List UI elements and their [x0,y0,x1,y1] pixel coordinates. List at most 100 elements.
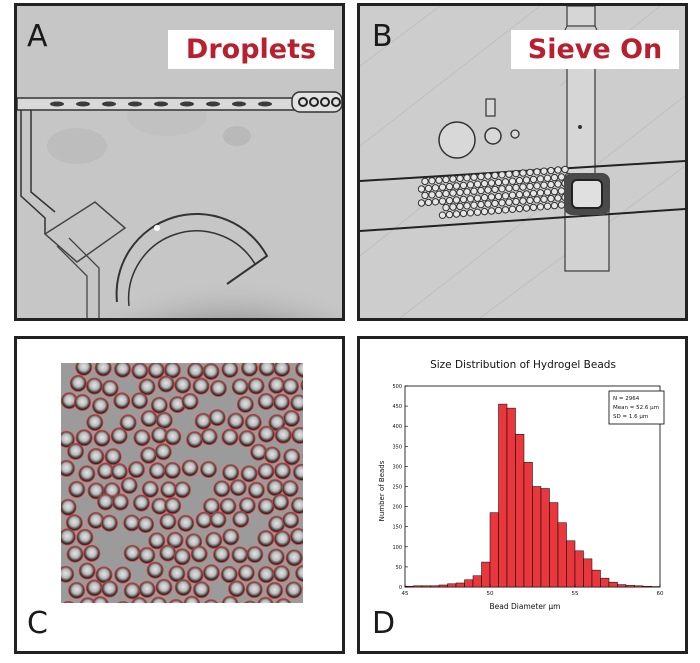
hydrogel-bead [221,363,239,378]
packed-bead [487,207,496,215]
hydrogel-bead [138,378,156,396]
hydrogel-bead [101,580,119,598]
hydrogel-bead [237,564,255,582]
hydrogel-bead [163,363,181,379]
histogram-bar [549,502,559,588]
histogram-bar [455,582,465,588]
packed-bead [526,182,534,191]
hydrogel-bead [94,363,112,377]
histogram-bar [617,584,627,588]
x-tick-label: 55 [572,591,579,597]
hydrogel-bead [200,460,217,478]
hydrogel-bead [272,393,290,411]
hydrogel-bead [155,411,173,429]
panel-a: A Droplets [14,3,345,321]
hydrogel-bead [205,531,223,549]
hydrogel-bead [282,378,299,395]
packed-bead [435,176,443,184]
packed-bead [529,203,538,212]
packed-bead [442,203,450,212]
hydrogel-bead [128,461,145,479]
panel-d: Size Distribution of Hydrogel Beads Numb… [357,336,688,654]
hydrogel-bead [238,430,256,447]
panel-c-letter: C [27,606,48,641]
y-tick-label: 150 [392,525,402,531]
packed-bead [491,185,499,194]
packed-bead [550,187,559,196]
packed-bead [543,188,552,196]
hydrogel-bead [75,429,93,447]
packed-bead [452,196,461,204]
bead-micrograph [61,363,303,603]
hydrogel-bead [113,392,131,410]
hydrogel-bead [263,446,281,464]
hydrogel-bead [194,412,212,430]
hydrogel-bead [132,494,150,512]
hydrogel-bead [220,566,238,583]
hydrogel-bead [273,363,291,378]
hydrogel-bead [166,531,184,549]
hydrogel-bead [111,493,129,511]
packed-bead [505,184,513,192]
hydrogel-bead [213,546,230,563]
hydrogel-bead [123,544,141,562]
hydrogel-bead [62,600,74,603]
packed-bead [484,172,492,180]
packed-bead [421,191,429,200]
packed-bead [459,181,468,190]
hydrogel-bead [245,581,263,599]
hydrogel-bead [91,596,109,603]
packed-bead [494,206,503,215]
packed-bead [561,165,569,174]
histogram-bar [600,577,610,588]
hydrogel-bead [244,600,256,603]
hydrogel-bead [295,564,303,582]
packed-bead [449,189,457,197]
annotation-sd: SD = 1.6 μm [613,414,648,420]
packed-bead [540,195,548,203]
hydrogel-bead [78,465,96,483]
hydrogel-bead [213,480,231,498]
hydrogel-bead [173,548,191,566]
histogram-bar [515,433,525,588]
hydrogel-bead [155,578,173,596]
packed-bead [438,183,447,191]
packed-bead [522,176,531,184]
histogram-bar [608,581,618,588]
hydrogel-bead [227,412,245,430]
histogram-bar [642,585,652,588]
hydrogel-bead [241,363,258,377]
hydrogel-bead [140,446,158,464]
panel-d-letter: D [372,606,396,641]
hydrogel-bead [289,528,303,545]
histogram-bar [489,512,499,588]
hydrogel-bead [257,462,275,480]
packed-bead [512,169,520,178]
packed-bead [449,203,457,211]
packed-bead [494,178,503,187]
hydrogel-bead [92,397,109,415]
hydrogel-bead [61,430,75,448]
histogram-bar [634,585,644,588]
packed-bead [557,187,566,195]
packed-bead [484,186,492,194]
histogram-bar [472,575,482,588]
hydrogel-bead [65,514,83,532]
hydrogel-bead [67,443,85,460]
packed-bead [477,186,485,195]
packed-bead [498,185,506,193]
packed-bead [473,194,482,202]
histogram-bar [498,403,508,588]
histogram-bar [557,522,567,588]
hydrogel-bead [85,377,103,395]
packed-bead [543,202,552,210]
packed-bead [526,196,534,205]
hydrogel-bead [78,562,96,580]
hydrogel-bead [83,544,101,562]
hydrogel-bead [295,363,303,378]
packed-bead [470,173,478,181]
chart-annotation-box [608,390,665,425]
packed-bead [445,196,454,205]
packed-bead [547,166,555,175]
packed-bead [508,191,517,199]
